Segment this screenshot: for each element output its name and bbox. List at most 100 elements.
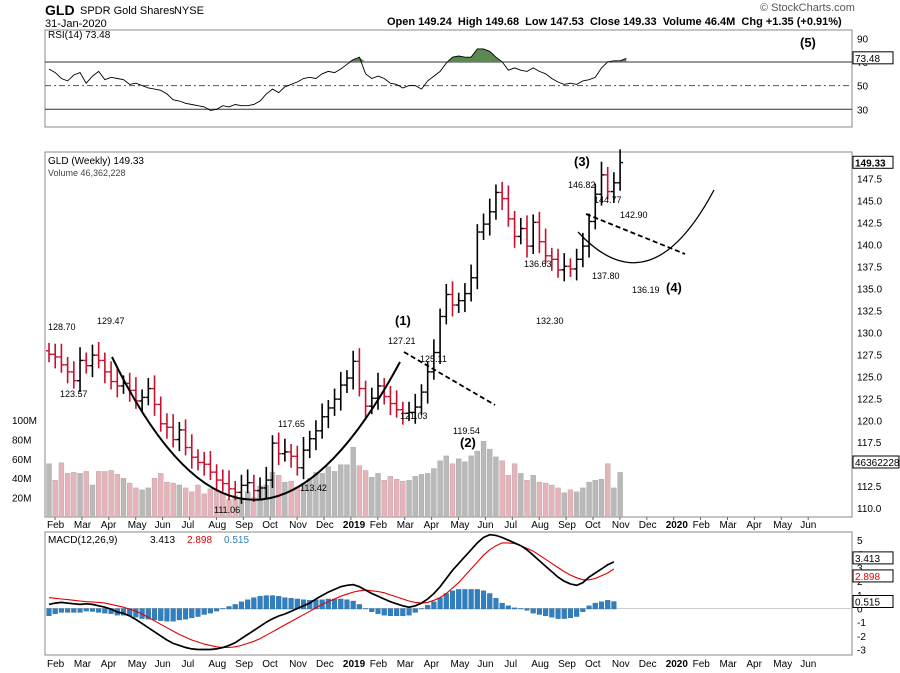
price-x-tick: Nov [289,520,307,531]
macd-histogram-bar [350,600,356,610]
macd-panel-frame [44,531,853,656]
macd-histogram-bar [474,589,480,610]
price-y-tick: 132.5 [857,306,882,317]
macd-x-tick: Oct [262,659,278,670]
price-y-tick: 127.5 [857,350,882,361]
macd-histogram-bar [83,608,89,612]
macd-histogram-bar [443,593,449,610]
volume-y-tick: 20M [12,494,31,505]
macd-histogram-bar [406,608,412,616]
volume-bar [362,470,369,518]
volume-bar [176,484,183,518]
volume-bar [505,475,512,518]
macd-histogram-bar [375,608,381,614]
volume-bar [431,468,437,518]
macd-last-value: 3.413 [855,554,880,565]
macd-histogram-bar [133,608,139,618]
macd-x-tick: Dec [316,659,334,670]
volume-bar [151,478,158,518]
macd-histogram-bar [468,589,474,610]
macd-x-tick: Aug [531,659,549,670]
price-y-tick: 125.0 [857,372,882,383]
price-x-tick: May [128,520,147,531]
macd-histogram-bar [282,597,288,610]
price-x-tick: Jun [477,520,493,531]
price-annotation: 132.30 [536,316,564,326]
macd-histogram-bar [214,608,220,612]
volume-bar [586,481,592,518]
macd-histogram-bar [499,602,505,610]
volume-bar [96,471,102,518]
volume-bar [480,441,487,518]
price-x-tick: Sep [558,520,576,531]
volume-bar [412,476,418,518]
macd-x-tick: Mar [720,659,738,670]
volume-bar [133,487,139,518]
macd-title: MACD(12,26,9) [48,535,117,546]
macd-histogram-bar [189,608,195,619]
volume-bar [418,474,425,518]
price-last-box [852,155,894,169]
macd-histogram-bar [512,607,518,610]
price-annotation: (4) [666,280,682,295]
price-x-tick: Jun [800,520,816,531]
macd-x-tick: Mar [397,659,415,670]
volume-bar [549,484,555,518]
macd-histogram-bar [238,601,244,610]
macd-histogram-bar [456,589,462,610]
macd-histogram-bar [71,608,77,613]
macd-histogram-bar [536,608,542,615]
volume-bar [71,472,77,518]
price-annotation: 146.82 [568,180,596,190]
macd-y-tick: 0 [857,605,863,616]
price-annotation: 137.80 [592,271,620,281]
volume-bar [524,479,530,518]
macd-histogram-bar [611,601,617,610]
macd-last-value: 2.898 [855,572,880,583]
macd-x-tick: Jul [182,659,195,670]
macd-histogram-bar [245,599,251,610]
macd-histogram-bar [332,598,338,610]
volume-bar [443,455,449,518]
macd-histogram-bar [363,608,369,610]
price-y-tick: 145.0 [857,196,882,207]
volume-bar [201,493,207,518]
volume-bar [518,473,524,518]
price-annotation: 123.57 [60,389,88,399]
macd-histogram-bar [220,608,226,610]
macd-x-tick: Apr [746,659,762,670]
macd-histogram-bar [96,608,102,613]
volume-bar [77,473,83,518]
volume-bar [369,477,375,518]
macd-histogram-bar [207,608,213,614]
price-annotation: (1) [395,313,411,328]
volume-title: Volume 46,362,228 [48,168,126,178]
macd-x-tick: Mar [74,659,92,670]
macd-last-value: 0.515 [855,597,880,608]
volume-last-box [852,455,900,469]
rsi-last-value: 73.48 [855,54,880,65]
volume-bar [393,479,400,518]
volume-bar [127,482,133,518]
volume-bar [58,462,65,518]
macd-histogram-bar [586,605,592,610]
price-annotation: (3) [574,154,590,169]
price-y-tick: 140.0 [857,240,882,251]
volume-bar [406,479,412,518]
price-annotation: 136.19 [632,285,660,295]
price-x-tick: Jun [155,520,171,531]
price-x-tick: Feb [693,520,711,531]
rsi-overbought-fill [49,48,627,62]
volume-bar [530,475,536,518]
volume-bar [114,474,120,518]
macd-histogram-bar [555,608,561,619]
volume-bar [319,473,325,518]
price-x-tick: Aug [531,520,549,531]
cup-curve-1 [111,356,401,501]
volume-bar [46,463,52,518]
macd-histogram-bar [176,608,182,621]
rsi-y-tick: 30 [857,105,869,116]
macd-histogram-bar [524,608,530,611]
volume-bar [344,464,350,518]
volume-bar [493,456,499,518]
